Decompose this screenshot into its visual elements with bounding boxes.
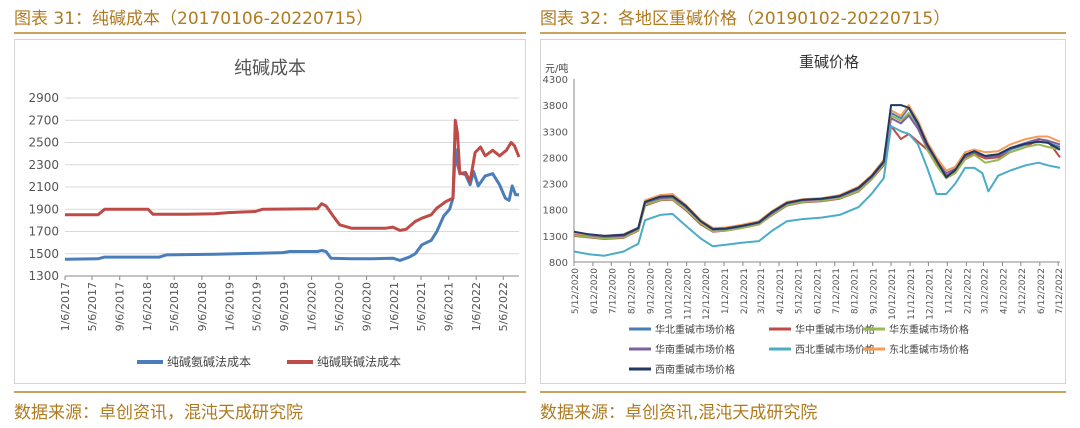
x-tick-label: 2/12/2022 (963, 268, 973, 314)
y-tick-label: 2500 (28, 136, 59, 150)
y-tick-label: 3300 (543, 127, 568, 138)
y-tick-label: 2300 (28, 158, 59, 172)
y-tick-label: 4300 (543, 75, 568, 86)
x-tick-label: 5/6/2022 (497, 282, 510, 331)
y-tick-label: 2800 (543, 153, 568, 164)
right-chart-panel: 800 1300 1800 2300 2800 3300 3800 4300 5/12/202… (540, 39, 1066, 384)
y-tick-label: 2900 (28, 91, 59, 105)
x-tick-label: 5/12/2020 (571, 268, 581, 314)
series-line (573, 104, 1061, 237)
series-line (573, 125, 1061, 257)
x-tick-label: 7/12/2022 (1055, 268, 1065, 314)
right-chart-title: 重碱价格 (799, 53, 859, 71)
x-tick-label: 3/12/2022 (980, 268, 990, 314)
x-tick-label: 3/12/2021 (757, 268, 767, 314)
right-chart-canvas: 800 1300 1800 2300 2800 3300 3800 4300 5/12/202… (543, 53, 1066, 376)
left-chart-panel: 1300 1500 1700 1900 2100 2300 2500 2700 2900 1/6… (14, 39, 526, 384)
x-tick-label: 5/6/2020 (333, 282, 346, 331)
left-chart-title: 纯碱成本 (234, 58, 306, 79)
y-tick-label: 2300 (543, 180, 568, 191)
x-tick-label: 8/12/2021 (851, 268, 861, 314)
left-caption-rule (14, 32, 526, 34)
y-tick-label: 3800 (543, 101, 568, 112)
y-tick-label: 1300 (28, 269, 59, 283)
x-tick-label: 12/12/2020 (702, 268, 712, 320)
legend-entry: 华北重碱市场价格 (655, 323, 735, 336)
y-tick-label: 2100 (28, 180, 59, 194)
x-tick-label: 1/12/2021 (721, 268, 731, 314)
x-tick-label: 9/12/2021 (870, 268, 880, 314)
x-tick-label: 9/6/2020 (361, 282, 374, 331)
x-tick-label: 5/6/2019 (250, 282, 263, 331)
left-source-rule (14, 391, 526, 393)
y-tick-label: 1900 (28, 202, 59, 216)
x-tick-label: 7/12/2021 (832, 268, 842, 314)
legend-entry: 华中重碱市场价格 (795, 323, 875, 336)
x-tick-label: 1/12/2022 (944, 268, 954, 314)
x-tick-label: 9/6/2021 (443, 282, 456, 331)
left-chart-canvas: 1300 1500 1700 1900 2100 2300 2500 2700 2900 1/6… (28, 58, 521, 369)
x-tick-label: 6/12/2022 (1037, 268, 1047, 314)
y-tick-label: 1300 (543, 232, 568, 243)
x-tick-label: 6/12/2020 (590, 268, 600, 314)
x-tick-label: 4/12/2021 (776, 268, 786, 314)
legend-entry: 东北重碱市场价格 (889, 343, 969, 356)
series-line (573, 112, 1061, 240)
x-tick-label: 9/6/2019 (278, 282, 291, 331)
right-chart-y-unit: 元/吨 (545, 62, 568, 75)
x-tick-label: 10/12/2020 (665, 268, 675, 320)
x-tick-label: 11/12/2021 (907, 268, 917, 320)
series-line (65, 118, 521, 232)
x-tick-label: 10/12/2021 (888, 268, 898, 320)
legend-entry: 华东重碱市场价格 (889, 323, 969, 336)
x-tick-label: 9/6/2018 (196, 282, 209, 331)
x-tick-label: 1/6/2021 (388, 282, 401, 331)
legend-entry: 西南重碱市场价格 (655, 363, 735, 376)
x-tick-label: 5/12/2022 (1018, 268, 1028, 314)
series-line (573, 125, 1061, 240)
x-tick-label: 5/12/2021 (794, 268, 804, 314)
left-source-note: 数据来源：卓创资讯，混沌天成研究院 (14, 403, 303, 423)
y-tick-label: 800 (549, 258, 568, 269)
left-figure-caption: 图表 31：纯碱成本（20170106-20220715） (14, 9, 374, 29)
x-tick-label: 2/12/2021 (740, 268, 750, 314)
x-tick-label: 5/6/2017 (86, 282, 99, 331)
x-tick-label: 12/12/2021 (925, 268, 935, 320)
x-tick-label: 9/6/2017 (114, 282, 127, 331)
right-figure-caption: 图表 32：各地区重碱价格（20190102-20220715） (540, 9, 951, 29)
legend-entry: 华南重碱市场价格 (655, 343, 735, 356)
x-tick-label: 1/6/2022 (470, 282, 483, 331)
series-line (64, 147, 519, 262)
y-tick-label: 1800 (543, 206, 568, 217)
y-tick-label: 1500 (28, 247, 59, 261)
x-tick-label: 5/6/2018 (168, 282, 181, 331)
x-tick-label: 11/12/2020 (684, 268, 694, 320)
x-tick-label: 4/12/2022 (999, 268, 1009, 314)
series-line (573, 104, 1061, 237)
legend-entry: 西北重碱市场价格 (795, 343, 875, 356)
x-tick-label: 1/6/2018 (141, 282, 154, 331)
legend-entry: 纯碱联碱法成本 (317, 355, 401, 369)
x-tick-label: 5/6/2021 (415, 282, 428, 331)
x-tick-label: 1/6/2017 (59, 282, 72, 331)
right-source-note: 数据来源：卓创资讯,混沌天成研究院 (540, 403, 818, 423)
right-source-rule (540, 391, 1066, 393)
x-tick-label: 1/6/2019 (223, 282, 236, 331)
y-tick-label: 2700 (28, 113, 59, 127)
x-tick-label: 9/12/2020 (646, 268, 656, 314)
x-tick-label: 1/6/2020 (306, 282, 319, 331)
x-tick-label: 6/12/2021 (813, 268, 823, 314)
x-tick-label: 7/12/2020 (608, 268, 618, 314)
x-tick-label: 8/12/2020 (627, 268, 637, 314)
y-tick-label: 1700 (28, 225, 59, 239)
right-caption-rule (540, 32, 1066, 34)
legend-entry: 纯碱氨碱法成本 (167, 355, 251, 369)
